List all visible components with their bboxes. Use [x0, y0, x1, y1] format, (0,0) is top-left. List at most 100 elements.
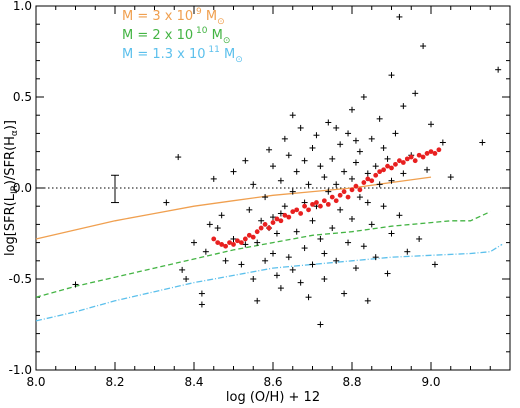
cross-points — [72, 13, 502, 328]
red-point — [239, 240, 244, 246]
cross-point — [210, 175, 217, 182]
cross-point — [368, 135, 375, 142]
cross-point — [388, 72, 395, 79]
red-point — [408, 154, 414, 160]
legend-entry: M = 2 x 10 10 M⊙ — [122, 26, 230, 46]
cross-point — [183, 276, 190, 282]
cross-point — [254, 239, 261, 246]
cross-point — [364, 199, 371, 206]
cross-point — [352, 137, 359, 144]
red-point — [345, 194, 351, 200]
red-point — [290, 209, 296, 215]
red-point — [353, 183, 359, 189]
red-point — [377, 169, 383, 175]
cross-point — [396, 212, 403, 219]
cross-point — [352, 159, 359, 166]
cross-point — [325, 119, 332, 126]
cross-point — [356, 148, 363, 155]
cross-point — [285, 254, 292, 261]
red-point — [393, 161, 398, 167]
cross-point — [495, 66, 502, 73]
cross-point — [317, 235, 324, 242]
red-point — [373, 172, 379, 178]
y-tick-label: 0.0 — [13, 181, 32, 195]
red-point — [306, 207, 311, 213]
y-tick-label: -0.5 — [9, 272, 32, 286]
model-lines — [35, 176, 503, 322]
cross-point — [321, 250, 328, 257]
red-point — [416, 152, 422, 158]
cross-point — [198, 301, 205, 308]
cross-point — [179, 266, 186, 273]
cross-point — [321, 174, 328, 181]
red-point — [397, 158, 402, 164]
cross-point — [297, 124, 304, 131]
cross-point — [329, 225, 336, 232]
cross-point — [364, 297, 371, 304]
x-tick-label: 8.4 — [184, 375, 203, 389]
cross-point — [301, 157, 308, 164]
red-point — [337, 192, 343, 198]
y-axis-title: log[SFR(LIR)/SFR(Hα)] — [3, 120, 20, 256]
cross-point — [416, 235, 423, 242]
legend: M = 3 x 10 9 M⊙M = 2 x 10 10 M⊙M = 1.3 x… — [122, 7, 243, 65]
red-point — [420, 154, 426, 160]
cross-point — [345, 130, 352, 137]
red-point — [242, 236, 248, 242]
cross-point — [388, 177, 395, 184]
red-point — [321, 198, 327, 204]
cross-point — [317, 321, 324, 328]
cross-point — [293, 168, 300, 175]
cross-point — [380, 144, 387, 151]
axis-ticks — [35, 5, 510, 371]
cross-point — [424, 166, 431, 173]
cross-point — [341, 168, 348, 175]
cross-point — [305, 181, 312, 188]
cross-point — [202, 248, 209, 255]
cross-point — [277, 210, 284, 217]
cross-point — [214, 225, 221, 232]
x-axis-title: log (O/H) + 12 — [226, 390, 320, 405]
red-point — [219, 242, 225, 247]
cross-point — [392, 130, 399, 137]
cross-point — [313, 132, 320, 139]
cross-point — [321, 276, 328, 282]
cross-point — [376, 181, 383, 188]
model-line-3e9 — [35, 176, 432, 240]
cross-point — [333, 181, 340, 188]
red-point — [333, 198, 339, 204]
cross-point — [333, 124, 340, 131]
cross-point — [479, 139, 486, 146]
cross-point — [163, 199, 170, 206]
red-points — [211, 147, 442, 249]
cross-point — [384, 155, 391, 162]
cross-point — [258, 217, 265, 224]
cross-point — [309, 144, 316, 151]
legend-entry: M = 3 x 10 9 M⊙ — [122, 7, 225, 27]
red-point — [227, 240, 232, 246]
red-point — [298, 211, 304, 216]
cross-point — [262, 194, 269, 201]
red-point — [412, 158, 418, 164]
cross-point — [317, 163, 324, 170]
cross-point — [364, 170, 371, 177]
cross-point — [281, 135, 288, 142]
red-point — [381, 167, 386, 173]
cross-point — [198, 290, 205, 297]
red-point — [329, 194, 335, 200]
red-point — [262, 222, 268, 227]
cross-point — [428, 121, 434, 128]
red-point — [357, 187, 363, 193]
red-point — [428, 149, 434, 155]
cross-point — [329, 155, 336, 162]
cross-point — [396, 13, 403, 20]
red-point — [254, 229, 260, 235]
cross-point — [376, 115, 383, 122]
cross-point — [360, 243, 367, 250]
cross-point — [420, 43, 427, 50]
cross-point — [277, 285, 284, 292]
cross-point — [400, 103, 407, 110]
cross-point — [72, 281, 79, 288]
cross-point — [266, 146, 273, 153]
